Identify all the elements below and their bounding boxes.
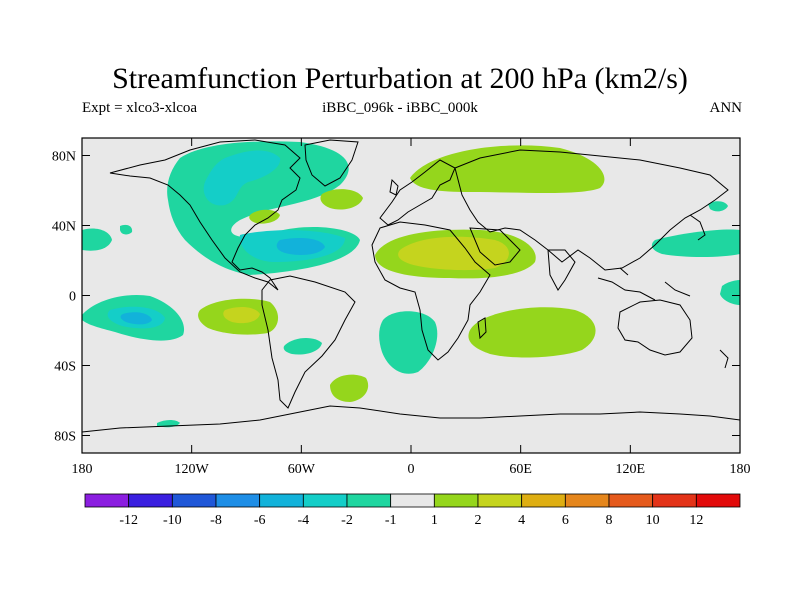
anomaly-northeast-us-positive [249, 209, 280, 224]
lon-tick-label: 60W [288, 462, 316, 477]
anomaly-shading [82, 141, 740, 428]
colorbar-level-label: 4 [518, 513, 525, 528]
anomaly-north-america-inner [203, 150, 281, 206]
australia-outline [617, 299, 693, 356]
lat-tick-label: 40N [52, 220, 76, 235]
colorbar-level-label: -6 [254, 513, 266, 528]
colorbar-swatch [652, 493, 697, 508]
lat-tick-label: 80S [54, 430, 76, 445]
colorbar-level-label: 8 [606, 513, 613, 528]
experiment-label: Expt = xlco3-xlcoa [82, 100, 198, 116]
india-outline [547, 249, 576, 291]
north-america-outline [109, 139, 301, 291]
colorbar-level-label: 2 [475, 513, 482, 528]
antarctica-outline [81, 405, 741, 433]
colorbar-swatch [695, 493, 741, 508]
colorbar-swatch [608, 493, 654, 508]
colorbar-level-label: -8 [210, 513, 222, 528]
anomaly-north-africa-inner [398, 236, 509, 271]
lon-tick-label: 60E [509, 462, 532, 477]
case-difference-label: iBBC_096k - iBBC_000k [322, 100, 478, 116]
anomaly-far-west-pacific-equator [720, 280, 740, 305]
lon-tick-label: 120W [175, 462, 210, 477]
arabia-outline [469, 227, 521, 266]
anomaly-far-west-pacific [120, 224, 133, 235]
lat-tick-label: 40S [54, 360, 76, 375]
southeast-asia-islands [597, 267, 691, 301]
lon-tick-label: 180 [72, 462, 93, 477]
colorbar-level-label: -2 [341, 513, 353, 528]
japan-outline [689, 214, 706, 241]
colorbar-swatch [84, 493, 130, 508]
europe-outline [379, 159, 456, 226]
anomaly-west-pacific-edge [82, 228, 112, 251]
colorbar-swatch [564, 493, 610, 508]
anomaly-southern-atlantic-positive [330, 374, 369, 402]
continent-outlines [81, 139, 741, 433]
new-zealand-outline [719, 349, 729, 369]
anomaly-northwest-pacific [651, 229, 740, 257]
colorbar-swatch [346, 493, 392, 508]
africa-outline [371, 221, 491, 361]
colorbar-level-label: -10 [163, 513, 182, 528]
colorbar-swatch [215, 493, 261, 508]
colorbar-level-label: -4 [297, 513, 309, 528]
south-america-outline [261, 275, 356, 409]
lon-tick-label: 180 [730, 462, 751, 477]
colorbar-swatch [433, 493, 479, 508]
anomaly-west-pacific-small [708, 201, 728, 212]
colorbar-swatch [171, 493, 217, 508]
map-axes: 180 120W 60W 0 60E 120E 180 80N 40N 0 40S 80S [52, 138, 751, 477]
colorbar-level-label: -12 [119, 513, 138, 528]
colorbar-swatch [390, 493, 435, 508]
greenland-outline [304, 139, 359, 187]
madagascar-outline [477, 317, 487, 340]
lat-tick-label: 0 [69, 290, 76, 305]
season-label: ANN [709, 100, 743, 116]
anomaly-south-indian-positive [468, 307, 596, 358]
lon-tick-label: 120E [616, 462, 646, 477]
colorbar-level-label: -1 [385, 513, 397, 528]
colorbar-swatch [477, 493, 523, 508]
lon-tick-label: 0 [408, 462, 415, 477]
plot-title: Streamfunction Perturbation at 200 hPa (… [112, 62, 688, 95]
colorbar-level-label: 6 [562, 513, 569, 528]
colorbar-level-label: 12 [689, 513, 703, 528]
anomaly-southeast-pacific-inner [223, 306, 260, 324]
colorbar-level-label: 10 [646, 513, 660, 528]
colorbar: -12 -10 -8 -6 -4 -2 -1 1 2 4 6 8 10 12 [84, 493, 741, 528]
colorbar-swatch [128, 493, 173, 508]
colorbar-swatch [259, 493, 304, 508]
lat-tick-label: 80N [52, 150, 76, 165]
colorbar-swatch [302, 493, 348, 508]
anomaly-caribbean-core [276, 238, 325, 255]
colorbar-level-label: 1 [431, 513, 438, 528]
colorbar-swatch [521, 493, 566, 508]
anomaly-south-america-negative [283, 337, 322, 355]
anomaly-south-pacific-core [120, 312, 152, 325]
uk-outline [389, 178, 399, 196]
anomaly-south-atlantic-negative [379, 311, 438, 374]
asia-outline [454, 149, 729, 271]
anomaly-mid-north-atlantic-positive [320, 189, 363, 210]
